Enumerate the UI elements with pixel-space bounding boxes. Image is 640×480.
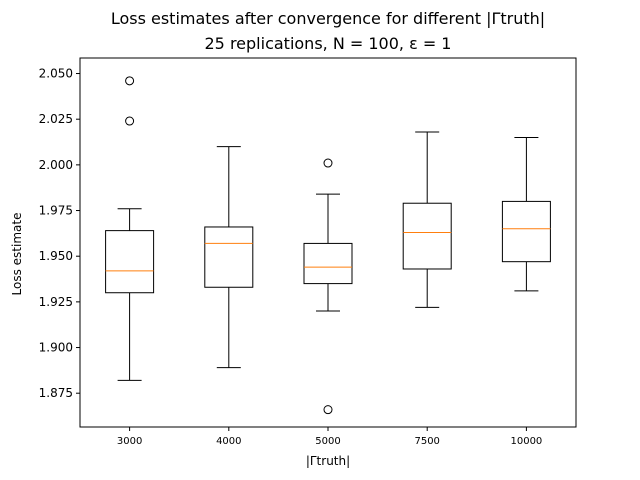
box-iqr (501, 200, 551, 263)
y-tick-label: 2.000 (39, 158, 73, 172)
y-tick-label: 1.925 (39, 295, 73, 309)
box-iqr (303, 242, 353, 285)
y-tick-label: 1.900 (39, 341, 73, 355)
y-tick-label: 1.875 (39, 386, 73, 400)
x-tick-label: 7500 (414, 436, 439, 447)
outlier-point (323, 158, 333, 168)
y-axis-label: Loss estimate (10, 213, 24, 296)
y-tick-label: 1.975 (39, 204, 73, 218)
y-tick-label: 2.050 (39, 67, 73, 81)
x-tick-label: 4000 (216, 436, 241, 447)
outlier-point (323, 405, 333, 415)
chart-title: Loss estimates after convergence for dif… (111, 9, 545, 28)
x-tick-label: 10000 (510, 436, 542, 447)
x-tick-label: 3000 (117, 436, 142, 447)
box-iqr (105, 230, 155, 294)
y-tick-label: 2.025 (39, 112, 73, 126)
chart-subtitle: 25 replications, N = 100, ε = 1 (205, 34, 452, 53)
box-iqr (204, 226, 254, 288)
plot-area: 1.875 1.900 1.925 1.950 1.975 2.000 2.025 2.050… (39, 57, 577, 447)
x-axis-label: |Γtruth| (306, 454, 350, 468)
outlier-point (125, 76, 135, 86)
y-tick-label: 1.950 (39, 249, 73, 263)
outlier-point (125, 116, 135, 126)
box-iqr (402, 202, 452, 270)
x-tick-label: 5000 (315, 436, 340, 447)
